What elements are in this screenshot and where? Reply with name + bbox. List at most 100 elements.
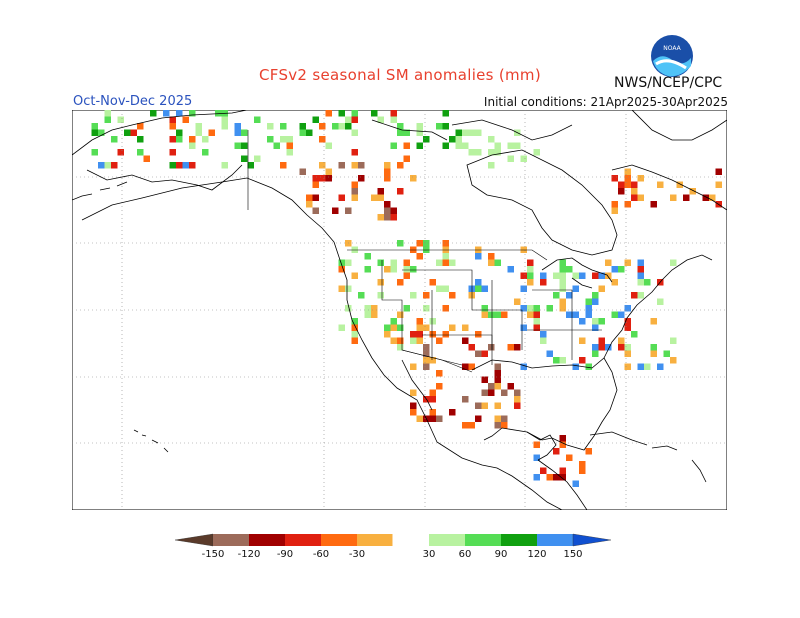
anomaly-cell [546, 305, 553, 312]
anomaly-cell [397, 279, 404, 286]
anomaly-cell [325, 142, 332, 149]
anomaly-cell [637, 363, 644, 370]
anomaly-cell [553, 474, 560, 481]
anomaly-cell [657, 363, 664, 370]
anomaly-cell [312, 116, 319, 123]
anomaly-cell [611, 175, 618, 182]
anomaly-cell [442, 253, 449, 260]
anomaly-cell [436, 337, 443, 344]
anomaly-cell [514, 298, 521, 305]
anomaly-cell [338, 110, 345, 117]
anomaly-cell [618, 181, 625, 188]
anomaly-cell [364, 305, 371, 312]
anomaly-cell [189, 110, 196, 117]
colorbar-label: 150 [563, 549, 582, 560]
anomaly-cell [351, 194, 358, 201]
anomaly-cell [312, 207, 319, 214]
anomaly-cell [416, 324, 423, 331]
anomaly-cell [650, 201, 657, 208]
anomaly-cell [416, 337, 423, 344]
anomaly-cell [390, 116, 397, 123]
noaa-logo: NOAA [651, 35, 693, 77]
anomaly-cell [455, 136, 462, 143]
anomaly-cell [423, 292, 430, 299]
anomaly-cell [481, 350, 488, 357]
anomaly-cell [455, 129, 462, 136]
anomaly-cell [377, 214, 384, 221]
coastlines [72, 110, 727, 510]
anomaly-cell [247, 162, 254, 169]
anomaly-cell [637, 175, 644, 182]
anomaly-cell [709, 194, 716, 201]
colorbar-swatches [175, 533, 612, 547]
anomaly-cell [475, 331, 482, 338]
anomaly-cell [130, 129, 137, 136]
colorbar-swatch [285, 534, 321, 546]
anomaly-cell [436, 383, 443, 390]
anomaly-cell [579, 318, 586, 325]
anomaly-cell [371, 311, 378, 318]
anomaly-cell [351, 149, 358, 156]
anomaly-cell [416, 318, 423, 325]
anomaly-cell [410, 292, 417, 299]
anomaly-cell [475, 350, 482, 357]
anomaly-cell [416, 129, 423, 136]
anomaly-cell [267, 123, 274, 130]
anomaly-cell [455, 142, 462, 149]
anomaly-cell [429, 415, 436, 422]
anomaly-cell [689, 188, 696, 195]
anomaly-cell [624, 350, 631, 357]
anomaly-cell [410, 331, 417, 338]
anomaly-cell [494, 422, 501, 429]
anomaly-cell [436, 415, 443, 422]
anomaly-cell [637, 266, 644, 273]
anomaly-cell [579, 461, 586, 468]
anomaly-cell [546, 474, 553, 481]
anomaly-cell [390, 266, 397, 273]
anomaly-cell [592, 350, 599, 357]
anomaly-cell [468, 149, 475, 156]
anomaly-cell [683, 194, 690, 201]
anomaly-cell [624, 363, 631, 370]
colorbar-right-arrow [572, 533, 612, 547]
anomaly-cell [221, 162, 228, 169]
anomaly-cell [637, 279, 644, 286]
anomaly-cell [150, 110, 157, 117]
anomaly-cell [462, 422, 469, 429]
anomaly-cell [611, 207, 618, 214]
anomaly-cell [618, 188, 625, 195]
anomaly-cell [611, 266, 618, 273]
anomaly-cell [410, 402, 417, 409]
anomaly-cells [91, 110, 722, 487]
anomaly-cell [117, 116, 124, 123]
anomaly-cell [442, 123, 449, 130]
anomaly-cell [618, 311, 625, 318]
anomaly-cell [585, 311, 592, 318]
anomaly-cell [527, 266, 534, 273]
anomaly-cell [579, 337, 586, 344]
anomaly-cell [397, 344, 404, 351]
anomaly-cell [488, 149, 495, 156]
anomaly-cell [657, 181, 664, 188]
anomaly-cell [559, 298, 566, 305]
anomaly-cell [579, 357, 586, 364]
anomaly-cell [494, 402, 501, 409]
anomaly-cell [351, 272, 358, 279]
anomaly-cell [481, 389, 488, 396]
anomaly-cell [462, 324, 469, 331]
anomaly-cell [572, 285, 579, 292]
anomaly-cell [410, 363, 417, 370]
logo-text: NOAA [663, 45, 681, 52]
anomaly-cell [364, 266, 371, 273]
anomaly-cell [397, 337, 404, 344]
anomaly-cell [650, 350, 657, 357]
anomaly-cell [377, 259, 384, 266]
anomaly-cell [390, 259, 397, 266]
anomaly-cell [624, 344, 631, 351]
anomaly-cell [397, 162, 404, 169]
anomaly-cell [319, 175, 326, 182]
colorbar-label: 120 [527, 549, 546, 560]
anomaly-cell [533, 311, 540, 318]
anomaly-cell [481, 285, 488, 292]
anomaly-cell [494, 376, 501, 383]
